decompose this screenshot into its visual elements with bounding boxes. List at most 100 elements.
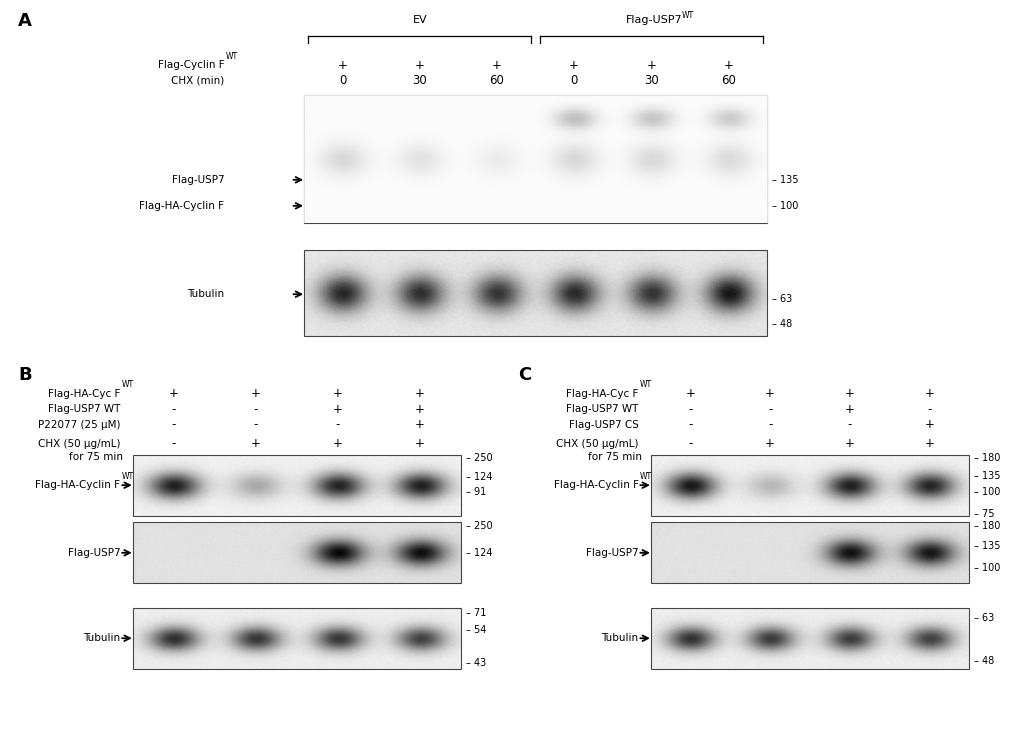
- Text: -: -: [688, 437, 692, 450]
- Text: 30: 30: [412, 74, 427, 87]
- Text: -: -: [926, 403, 930, 416]
- Text: +: +: [923, 437, 933, 450]
- Text: 0: 0: [570, 74, 577, 87]
- Text: – 180: – 180: [973, 453, 1000, 464]
- Text: – 124: – 124: [466, 548, 492, 558]
- Text: +: +: [923, 387, 933, 400]
- Text: -: -: [171, 403, 175, 416]
- Text: Flag-USP7 WT: Flag-USP7 WT: [566, 404, 638, 415]
- Text: – 100: – 100: [771, 201, 798, 211]
- Text: – 54: – 54: [466, 625, 486, 635]
- Text: +: +: [168, 387, 178, 400]
- Text: Flag-HA-Cyclin F: Flag-HA-Cyclin F: [140, 201, 224, 211]
- Text: -: -: [335, 418, 339, 432]
- Text: for 75 min: for 75 min: [587, 452, 641, 462]
- Text: Flag-HA-Cyc F: Flag-HA-Cyc F: [566, 389, 638, 399]
- Text: Flag-USP7 CS: Flag-USP7 CS: [568, 420, 638, 430]
- Text: C: C: [518, 366, 531, 384]
- Text: +: +: [251, 437, 261, 450]
- Text: – 63: – 63: [973, 613, 994, 623]
- Text: WT: WT: [682, 11, 693, 20]
- Text: – 100: – 100: [973, 563, 1000, 574]
- Text: +: +: [844, 387, 854, 400]
- Text: +: +: [844, 437, 854, 450]
- Text: +: +: [415, 437, 425, 450]
- Bar: [132, 608, 461, 669]
- Text: +: +: [923, 418, 933, 432]
- Text: – 180: – 180: [973, 521, 1000, 531]
- Text: CHX (min): CHX (min): [171, 75, 224, 85]
- Text: +: +: [491, 59, 501, 72]
- Text: Flag-Cyclin F: Flag-Cyclin F: [158, 60, 224, 71]
- Text: B: B: [18, 366, 32, 384]
- Text: +: +: [646, 59, 655, 72]
- Text: Flag-HA-Cyclin F: Flag-HA-Cyclin F: [36, 480, 120, 490]
- Text: CHX (50 μg/mL): CHX (50 μg/mL): [38, 438, 120, 449]
- Text: Flag-USP7: Flag-USP7: [171, 175, 224, 185]
- Text: +: +: [415, 59, 424, 72]
- Bar: [650, 455, 968, 516]
- Text: EV: EV: [412, 16, 427, 25]
- Text: Flag-USP7: Flag-USP7: [585, 548, 638, 558]
- Bar: [132, 522, 461, 583]
- Text: Flag-USP7: Flag-USP7: [67, 548, 120, 558]
- Text: -: -: [171, 418, 175, 432]
- Text: Tubulin: Tubulin: [187, 289, 224, 299]
- Bar: [650, 608, 968, 669]
- Text: Flag-USP7: Flag-USP7: [626, 16, 682, 25]
- Text: 0: 0: [338, 74, 345, 87]
- Text: – 250: – 250: [466, 453, 492, 464]
- Text: +: +: [415, 387, 425, 400]
- Text: – 48: – 48: [973, 656, 994, 666]
- Text: -: -: [688, 403, 692, 416]
- Text: +: +: [764, 387, 774, 400]
- Text: Tubulin: Tubulin: [84, 633, 120, 643]
- Text: -: -: [171, 437, 175, 450]
- Bar: [304, 250, 766, 336]
- Text: WT: WT: [639, 380, 651, 389]
- Text: +: +: [415, 403, 425, 416]
- Text: -: -: [254, 403, 258, 416]
- Text: +: +: [332, 387, 342, 400]
- Text: 60: 60: [489, 74, 503, 87]
- Text: +: +: [332, 437, 342, 450]
- Text: – 91: – 91: [466, 487, 486, 497]
- Text: +: +: [764, 437, 774, 450]
- Text: Flag-HA-Cyclin F: Flag-HA-Cyclin F: [553, 480, 638, 490]
- Text: – 43: – 43: [466, 658, 486, 668]
- Text: -: -: [688, 418, 692, 432]
- Text: – 100: – 100: [973, 487, 1000, 497]
- Text: – 63: – 63: [771, 293, 792, 304]
- Text: +: +: [685, 387, 695, 400]
- Text: – 135: – 135: [973, 541, 1000, 551]
- Bar: [132, 455, 461, 516]
- Text: +: +: [415, 418, 425, 432]
- Bar: [650, 522, 968, 583]
- Text: -: -: [767, 418, 771, 432]
- Bar: [304, 95, 766, 223]
- Text: Flag-HA-Cyc F: Flag-HA-Cyc F: [48, 389, 120, 399]
- Text: +: +: [569, 59, 579, 72]
- Text: 60: 60: [720, 74, 735, 87]
- Text: -: -: [847, 418, 851, 432]
- Text: Flag-USP7 WT: Flag-USP7 WT: [48, 404, 120, 415]
- Text: – 75: – 75: [973, 509, 994, 519]
- Text: – 135: – 135: [973, 470, 1000, 481]
- Text: – 48: – 48: [771, 319, 792, 329]
- Text: – 124: – 124: [466, 472, 492, 482]
- Text: CHX (50 μg/mL): CHX (50 μg/mL): [555, 438, 638, 449]
- Text: -: -: [767, 403, 771, 416]
- Text: +: +: [337, 59, 347, 72]
- Text: – 250: – 250: [466, 521, 492, 531]
- Text: P22077 (25 μM): P22077 (25 μM): [38, 420, 120, 430]
- Text: +: +: [722, 59, 733, 72]
- Text: +: +: [844, 403, 854, 416]
- Text: WT: WT: [639, 472, 651, 481]
- Text: +: +: [251, 387, 261, 400]
- Text: for 75 min: for 75 min: [69, 452, 123, 462]
- Text: A: A: [18, 12, 33, 30]
- Text: -: -: [254, 418, 258, 432]
- Text: WT: WT: [121, 472, 133, 481]
- Text: +: +: [332, 403, 342, 416]
- Text: WT: WT: [225, 52, 237, 61]
